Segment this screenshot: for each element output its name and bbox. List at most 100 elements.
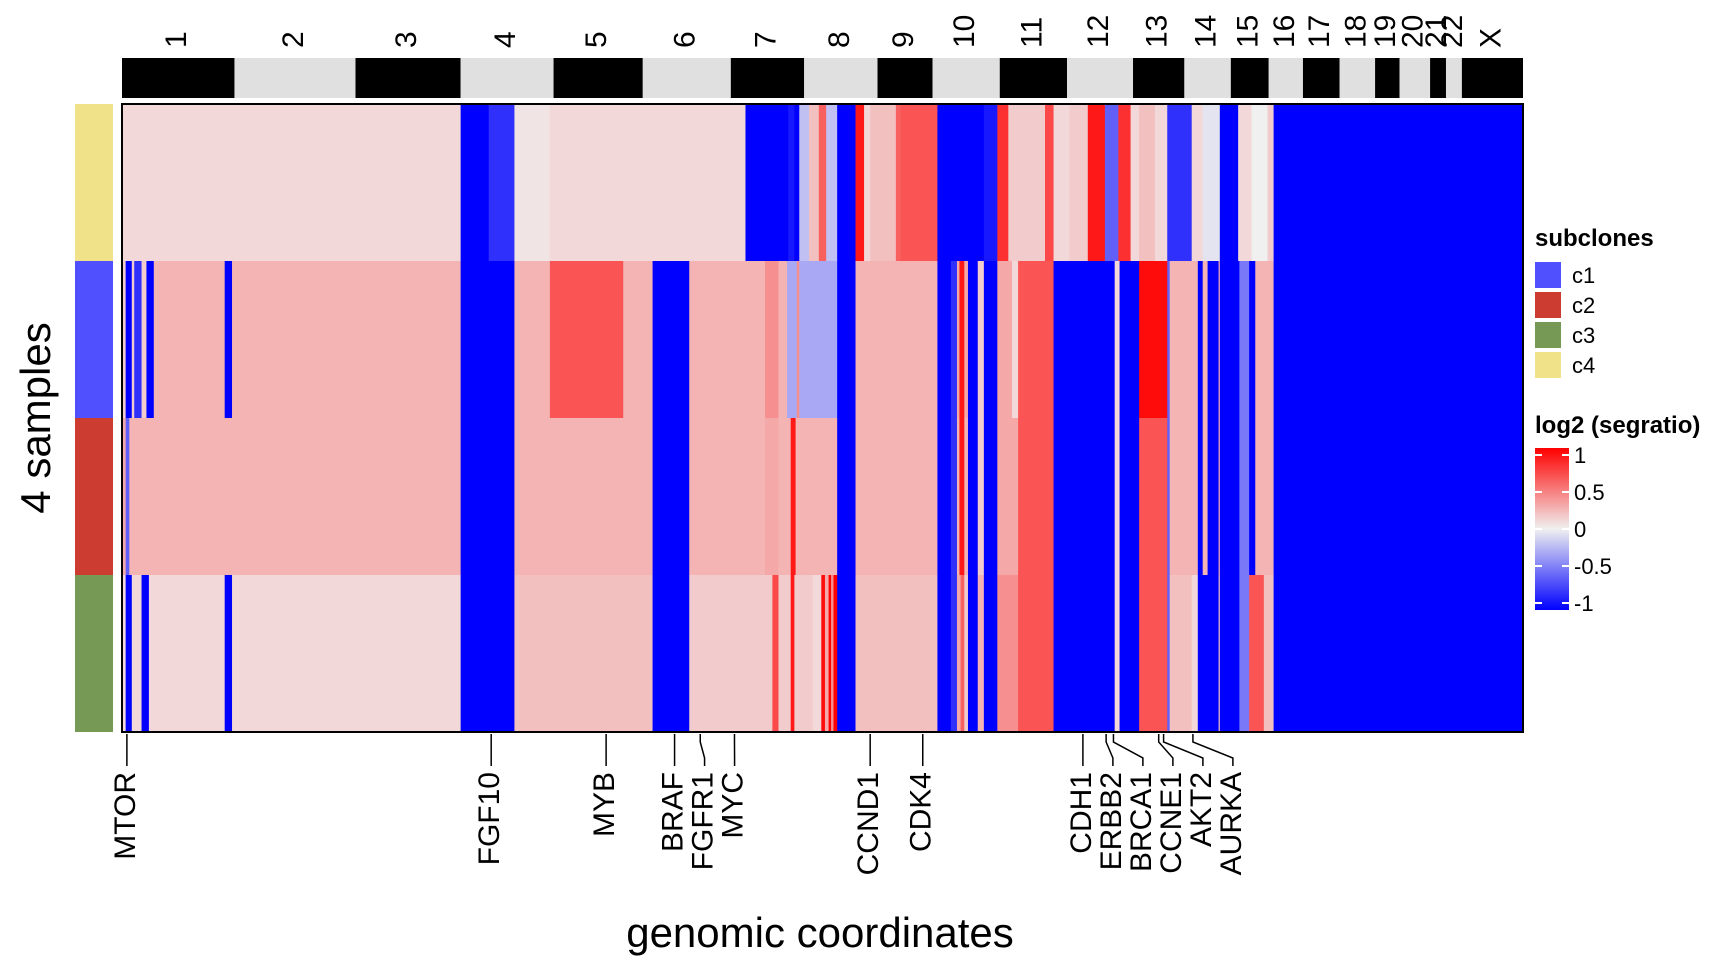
segment-c2-0 bbox=[122, 418, 127, 575]
chrom-band-18 bbox=[1339, 58, 1376, 98]
segment-c4-6 bbox=[788, 104, 795, 261]
segment-c3-41 bbox=[1191, 575, 1199, 732]
segment-c1-29 bbox=[977, 261, 985, 418]
segment-c2-21 bbox=[967, 418, 979, 575]
segment-c1-26 bbox=[959, 261, 965, 418]
segment-c4-1 bbox=[460, 104, 490, 261]
y-axis-label: 4 samples bbox=[12, 322, 59, 513]
segment-c3-36 bbox=[1114, 575, 1120, 732]
segment-c4-34 bbox=[1219, 104, 1239, 261]
chrom-label-2: 2 bbox=[277, 31, 310, 48]
segment-c3-48 bbox=[1273, 575, 1524, 732]
gene-label-BRAF: BRAF bbox=[656, 772, 689, 852]
chrom-band-12 bbox=[1067, 58, 1134, 98]
segment-c2-33 bbox=[1202, 418, 1208, 575]
chrom-label-1: 1 bbox=[160, 31, 193, 48]
segment-c2-32 bbox=[1197, 418, 1204, 575]
segment-c3-40 bbox=[1169, 575, 1193, 732]
segment-c3-11 bbox=[689, 575, 766, 732]
segment-c2-9 bbox=[765, 418, 779, 575]
sample-bar-c4 bbox=[75, 104, 113, 261]
segment-c3-33 bbox=[997, 575, 1019, 732]
segment-c1-28 bbox=[967, 261, 979, 418]
segment-c3-31 bbox=[977, 575, 985, 732]
segment-c1-43 bbox=[1207, 261, 1219, 418]
chrom-label-4: 4 bbox=[489, 31, 522, 48]
segment-c3-47 bbox=[1263, 575, 1275, 732]
chrom-band-19 bbox=[1375, 58, 1400, 98]
chrom-band-3 bbox=[355, 58, 461, 98]
segment-c4-7 bbox=[794, 104, 800, 261]
chrom-label-11: 11 bbox=[1015, 17, 1048, 48]
segment-c3-20 bbox=[828, 575, 832, 732]
segment-c2-3 bbox=[153, 418, 462, 575]
chrom-label-6: 6 bbox=[669, 31, 702, 48]
segment-c4-3 bbox=[514, 104, 551, 261]
segment-c2-20 bbox=[964, 418, 969, 575]
segment-c3-34 bbox=[1018, 575, 1054, 732]
segment-c3-3 bbox=[141, 575, 150, 732]
segment-c3-10 bbox=[652, 575, 690, 732]
segment-c3-7 bbox=[232, 575, 462, 732]
segment-c4-28 bbox=[1130, 104, 1140, 261]
segment-c4-2 bbox=[488, 104, 515, 261]
chrom-label-16: 16 bbox=[1268, 15, 1301, 48]
segment-c1-15 bbox=[706, 261, 766, 418]
segment-c1-0 bbox=[122, 261, 127, 418]
segment-c1-2 bbox=[131, 261, 135, 418]
segment-c1-34 bbox=[1053, 261, 1116, 418]
segment-c1-20 bbox=[799, 261, 838, 418]
segment-c2-30 bbox=[1167, 418, 1171, 575]
segment-c3-12 bbox=[765, 575, 773, 732]
segment-c1-9 bbox=[460, 261, 515, 418]
segment-c2-36 bbox=[1219, 418, 1240, 575]
gene-tick-CCNE1 bbox=[1157, 734, 1174, 766]
chrom-band-10 bbox=[932, 58, 1000, 98]
segment-c2-24 bbox=[997, 418, 1019, 575]
segment-c1-12 bbox=[623, 261, 653, 418]
segment-c1-36 bbox=[1119, 261, 1140, 418]
segment-c3-6 bbox=[224, 575, 233, 732]
segment-c2-11 bbox=[787, 418, 792, 575]
segment-c2-28 bbox=[1119, 418, 1140, 575]
segment-c2-19 bbox=[959, 418, 965, 575]
segment-c2-23 bbox=[983, 418, 998, 575]
chrom-band-17 bbox=[1302, 58, 1340, 98]
colorbar-label-0: 1 bbox=[1574, 443, 1586, 468]
segment-c1-13 bbox=[652, 261, 690, 418]
segment-c2-5 bbox=[514, 418, 653, 575]
segment-c3-38 bbox=[1139, 575, 1168, 732]
chrom-band-13 bbox=[1133, 58, 1185, 98]
chrom-label-X: X bbox=[1474, 28, 1507, 48]
colorbar-label-2: 0 bbox=[1574, 517, 1586, 542]
chrom-label-17: 17 bbox=[1303, 15, 1336, 48]
segment-c1-41 bbox=[1197, 261, 1204, 418]
colorbar-label-3: -0.5 bbox=[1574, 554, 1612, 579]
gene-tick-BRCA1 bbox=[1112, 734, 1144, 766]
segment-c3-2 bbox=[131, 575, 142, 732]
segment-c4-5 bbox=[745, 104, 789, 261]
segment-c4-9 bbox=[809, 104, 820, 261]
chrom-band-8 bbox=[804, 58, 878, 98]
segment-c2-1 bbox=[125, 418, 130, 575]
segment-c3-26 bbox=[950, 575, 958, 732]
segment-c3-1 bbox=[125, 575, 133, 732]
segment-c3-35 bbox=[1053, 575, 1116, 732]
segment-c2-4 bbox=[460, 418, 515, 575]
chrom-band-21 bbox=[1430, 58, 1446, 98]
segment-c2-10 bbox=[778, 418, 788, 575]
sample-bar-c2 bbox=[75, 418, 113, 575]
segment-c1-22 bbox=[855, 261, 938, 418]
segment-c4-20 bbox=[997, 104, 1009, 261]
legend-label-c2: c2 bbox=[1572, 293, 1595, 318]
segment-c1-32 bbox=[1011, 261, 1019, 418]
chrom-label-8: 8 bbox=[823, 31, 856, 48]
chrom-label-7: 7 bbox=[749, 31, 782, 48]
chrom-label-10: 10 bbox=[948, 15, 981, 48]
gene-label-CCNE1: CCNE1 bbox=[1155, 772, 1188, 874]
segment-c1-48 bbox=[1255, 261, 1275, 418]
chrom-band-6 bbox=[642, 58, 731, 98]
legend-swatch-c4 bbox=[1535, 352, 1561, 378]
segment-c3-27 bbox=[956, 575, 962, 732]
